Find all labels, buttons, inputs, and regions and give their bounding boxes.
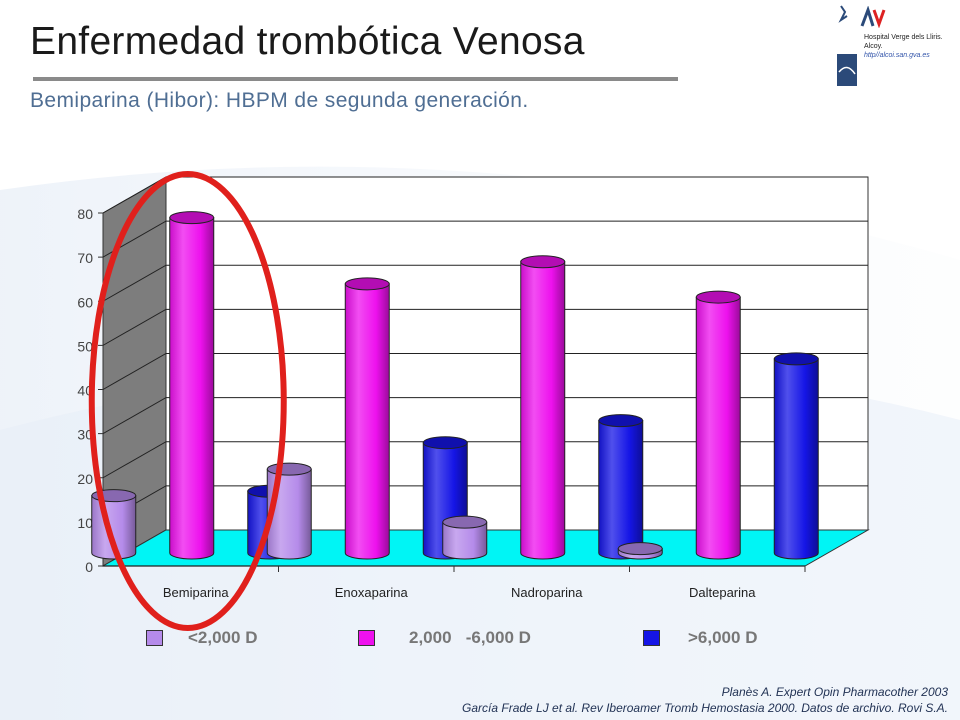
bar-high-nadroparina: [598, 414, 644, 560]
x-tick-label: Enoxaparina: [335, 585, 409, 600]
bar-low-dalteparina: [617, 542, 663, 560]
y-tick-label: 60: [77, 294, 93, 310]
bar-mid-bemiparina: [169, 211, 215, 560]
x-tick-label: Bemiparina: [163, 585, 230, 600]
legend-swatch-mid: [358, 630, 375, 646]
y-tick-label: 50: [77, 338, 93, 354]
bar-low-nadroparina: [442, 515, 488, 560]
x-tick-label: Dalteparina: [689, 585, 756, 600]
gridline: [102, 264, 868, 302]
y-tick-label: 80: [77, 206, 93, 222]
legend-swatch-low: [146, 630, 163, 646]
y-tick-label: 10: [77, 515, 93, 531]
highlight-ellipse: [88, 171, 287, 631]
bar-mid-dalteparina: [695, 290, 741, 560]
slide-title: Enfermedad trombótica Venosa: [30, 20, 585, 63]
y-tick-label: 20: [77, 471, 93, 487]
hospital-url: http//alcoi.san.gva.es: [864, 52, 930, 59]
gridline: [102, 397, 868, 435]
hospital-city: Alcoy.: [864, 43, 883, 50]
title-divider: [33, 77, 678, 81]
logo-emblem-icon: [835, 2, 859, 88]
bar-mid-nadroparina: [520, 255, 566, 560]
legend-label-high: >6,000 D: [688, 628, 758, 647]
gridline: [102, 220, 868, 258]
legend-label-mid: 2,000 -6,000 D: [409, 628, 531, 647]
y-tick-label: 30: [77, 427, 93, 443]
reference-1: Planès A. Expert Opin Pharmacother 2003: [721, 685, 948, 699]
bar-mid-enoxaparina: [344, 277, 390, 560]
hospital-info: Hospital Verge dels Lliris. Alcoy. http/…: [864, 33, 943, 60]
hospital-name: Hospital Verge dels Lliris.: [864, 34, 943, 41]
hospital-logo: [835, 2, 859, 88]
reference-2: García Frade LJ et al. Rev Iberoamer Tro…: [462, 701, 948, 715]
x-tick-label: Nadroparina: [511, 585, 583, 600]
y-tick-label: 70: [77, 250, 93, 266]
legend-swatch-high: [643, 630, 660, 646]
references: Planès A. Expert Opin Pharmacother 2003 …: [462, 684, 948, 716]
logo-mark-icon: [860, 6, 886, 28]
slide-subtitle: Bemiparina (Hibor): HBPM de segunda gene…: [30, 89, 529, 112]
gridline: [102, 308, 868, 346]
gridline: [102, 353, 868, 390]
y-tick-label: 0: [85, 559, 93, 575]
legend-label-low: <2,000 D: [188, 628, 258, 647]
bar-high-dalteparina: [773, 352, 819, 560]
